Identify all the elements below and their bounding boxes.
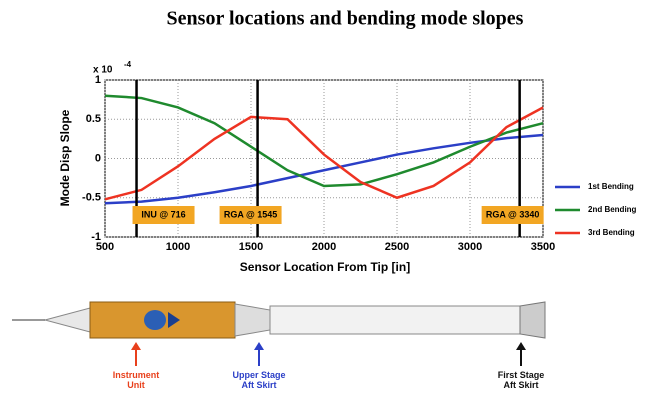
x-tick-label: 3000 bbox=[458, 241, 482, 253]
y-tick-label: 0.5 bbox=[86, 113, 101, 125]
sensor-label: RGA @ 1545 bbox=[224, 209, 277, 219]
y-tick-label: -1 bbox=[91, 231, 101, 243]
legend-label: 2nd Bending bbox=[588, 205, 637, 214]
y-scale-exponent: -4 bbox=[124, 60, 132, 69]
x-tick-label: 500 bbox=[96, 241, 114, 253]
y-tick-label: 1 bbox=[95, 74, 101, 86]
illustration-label: Instrument Unit bbox=[113, 370, 160, 390]
series-line bbox=[104, 106, 544, 201]
y-tick-label: -0.5 bbox=[82, 192, 101, 204]
y-tick-label: 0 bbox=[95, 152, 101, 164]
legend-label: 1st Bending bbox=[588, 182, 634, 191]
sensor-label: RGA @ 3340 bbox=[486, 209, 539, 219]
y-scale-base: x 10 bbox=[93, 65, 113, 76]
series-line bbox=[104, 94, 544, 188]
illustration-label: Upper Stage Aft Skirt bbox=[232, 370, 285, 390]
x-tick-label: 1000 bbox=[166, 241, 190, 253]
sensor-label-box bbox=[481, 206, 544, 224]
sensor-label-box bbox=[219, 206, 282, 224]
x-tick-label: 2500 bbox=[385, 241, 409, 253]
legend-label: 3rd Bending bbox=[588, 228, 635, 237]
x-tick-label: 2000 bbox=[312, 241, 336, 253]
illustration-label: First Stage Aft Skirt bbox=[498, 370, 545, 390]
series-line bbox=[104, 133, 544, 205]
chart-title: Sensor locations and bending mode slopes bbox=[167, 8, 524, 30]
x-axis-label: Sensor Location From Tip [in] bbox=[240, 260, 410, 274]
x-tick-label: 3500 bbox=[531, 241, 555, 253]
rocket bbox=[12, 301, 546, 366]
sensor-label: INU @ 716 bbox=[141, 209, 185, 219]
sensor-label-box bbox=[132, 206, 195, 224]
x-tick-label: 1500 bbox=[239, 241, 263, 253]
y-axis-label: Mode Disp Slope bbox=[58, 109, 72, 206]
